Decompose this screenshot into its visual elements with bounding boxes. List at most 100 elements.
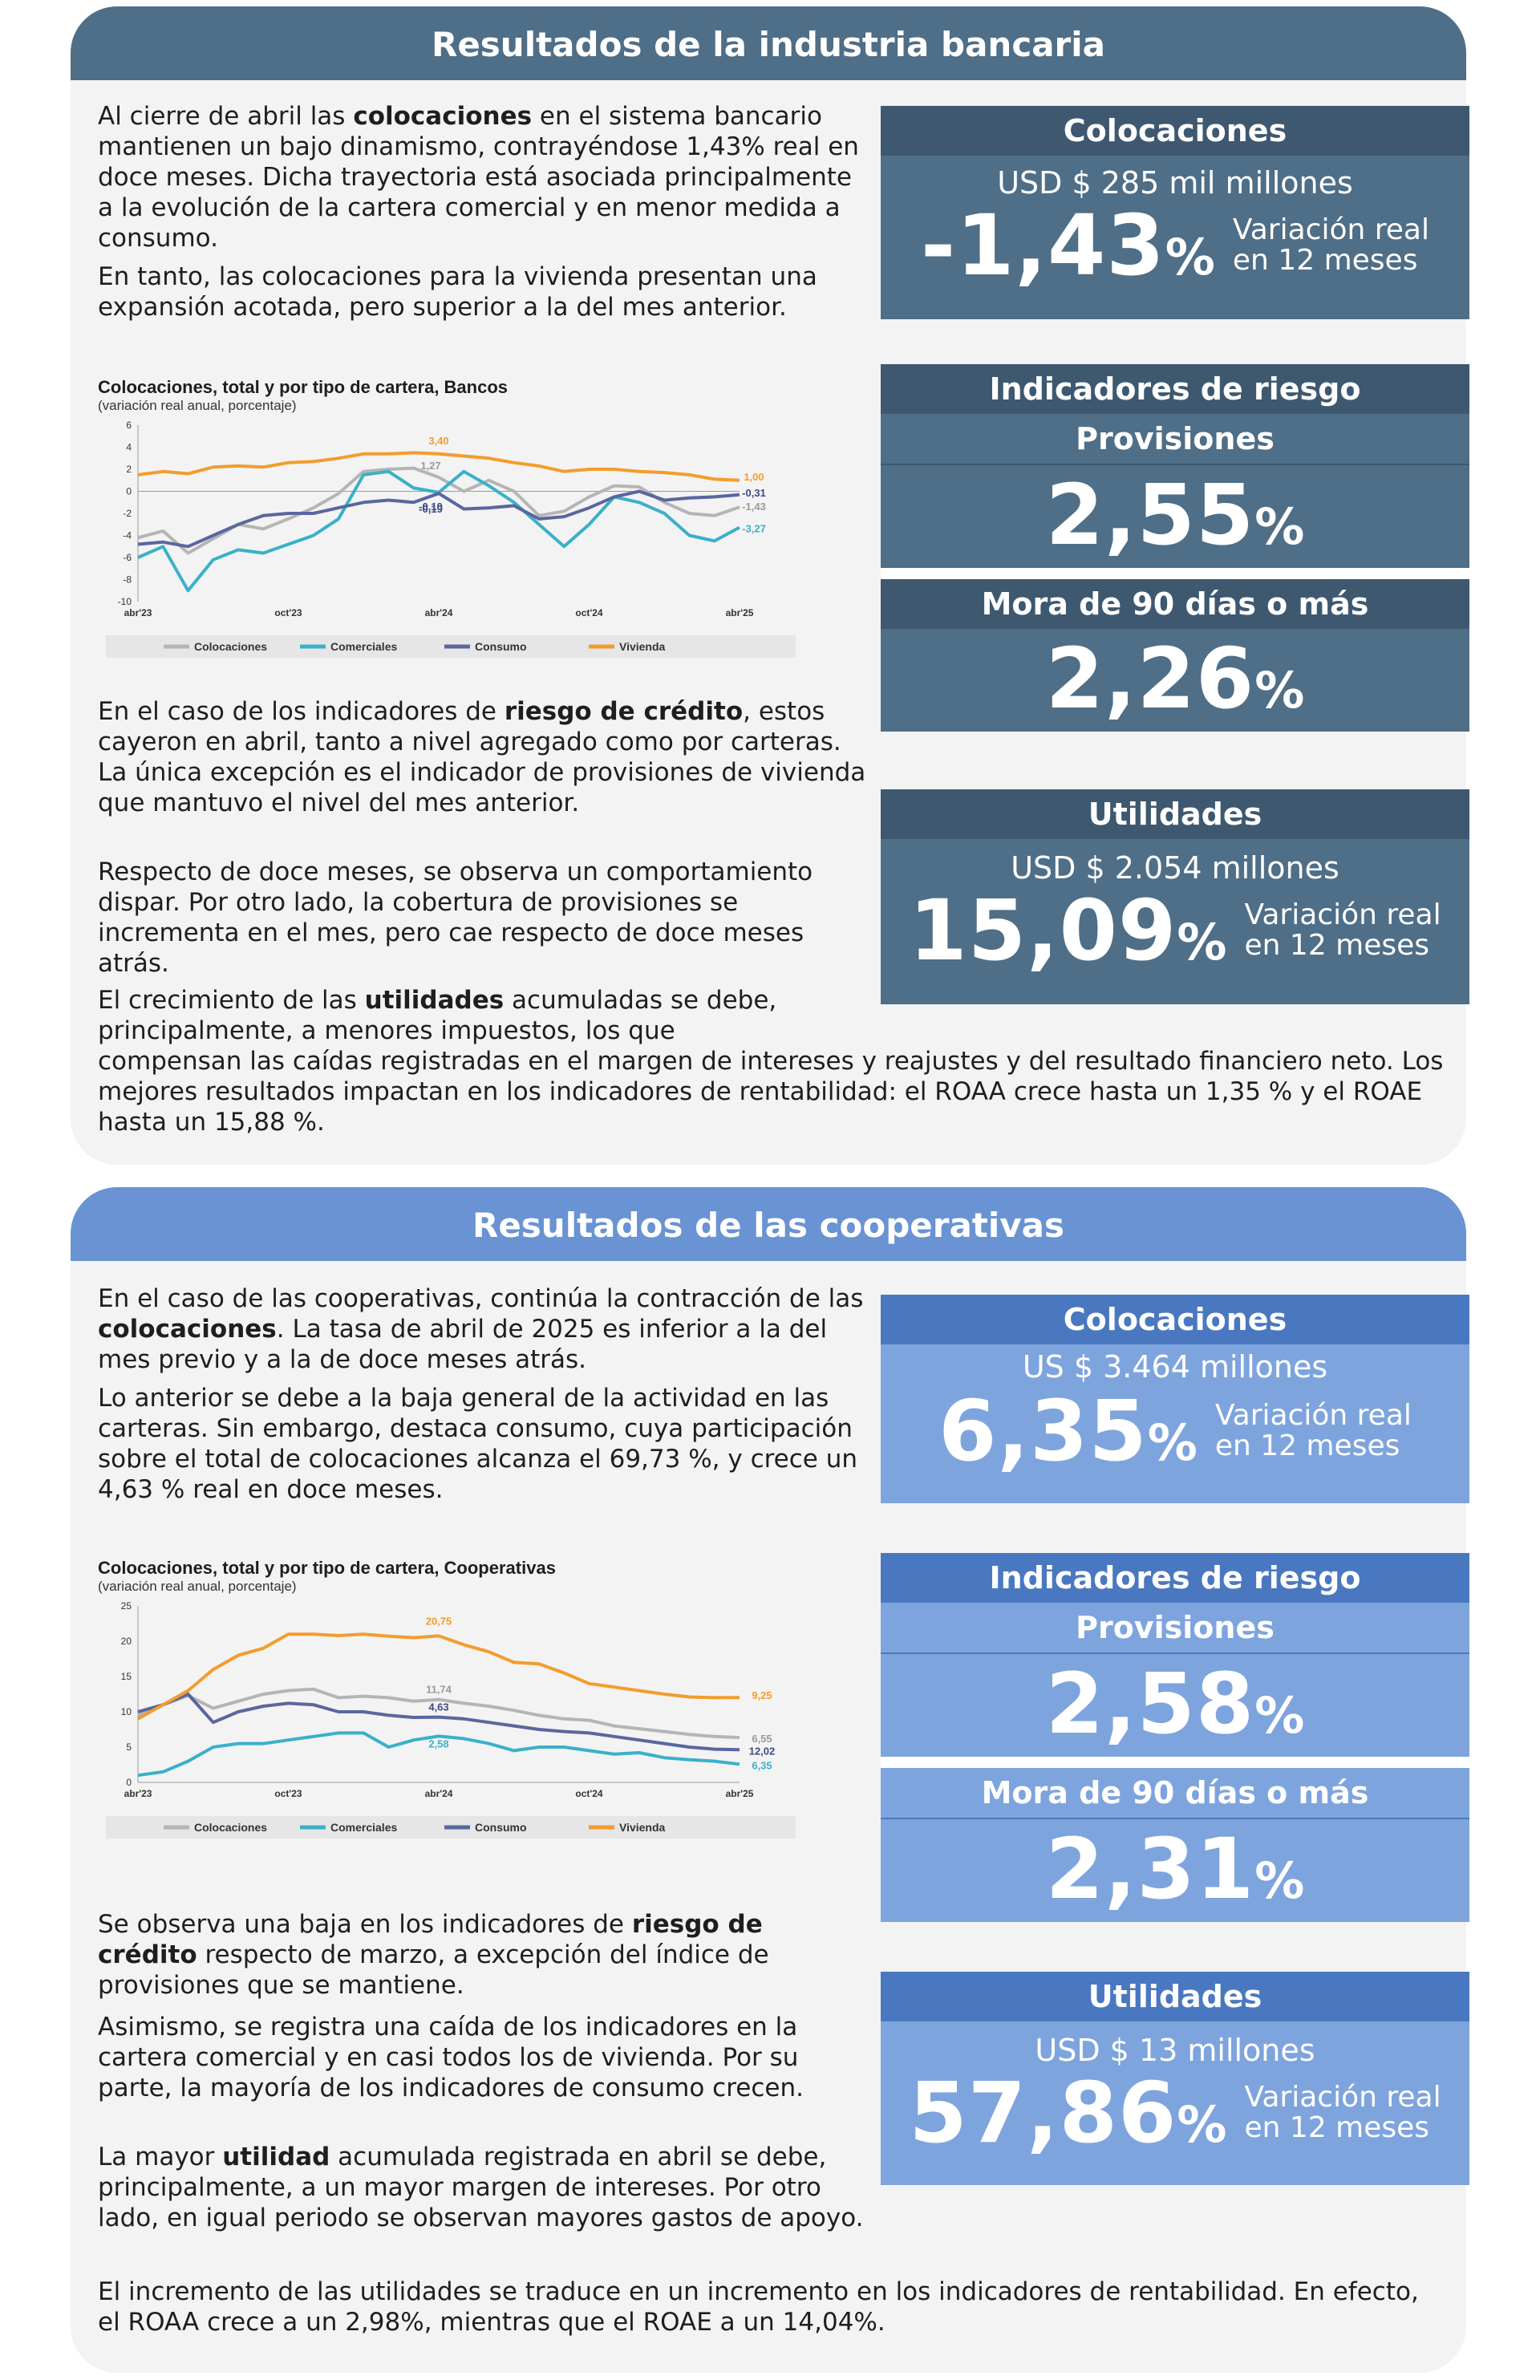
card-body: 2,55%	[881, 464, 1469, 568]
coop-paragraph-6: El incremento de las utilidades se tradu…	[98, 2277, 1419, 2337]
card-amount: USD $ 2.054 millones	[1011, 850, 1339, 886]
series-line-vivienda	[137, 1632, 740, 1721]
card-subtitle: Mora de 90 días o más	[881, 579, 1469, 629]
data-label: 3,40	[428, 435, 448, 447]
text-bold: riesgo de crédito	[98, 1910, 763, 1969]
legend-label: Consumo	[475, 1821, 527, 1834]
x-tick-label: abr'23	[124, 1788, 152, 1799]
data-label: -0,19	[419, 503, 443, 515]
chart-subtitle: (variación real anual, porcentaje)	[98, 398, 297, 413]
text-bold: riesgo de crédito	[504, 697, 744, 726]
card-pct: %	[1254, 1686, 1305, 1745]
card-subtitle: Mora de 90 días o más	[881, 1768, 1469, 1818]
x-tick-label: oct'24	[575, 607, 603, 618]
x-tick-label: oct'23	[274, 1788, 302, 1799]
note-line: Variación real	[1232, 213, 1429, 246]
note-line: en 12 meses	[1244, 929, 1430, 962]
card-colocaciones: Colocaciones USD $ 285 mil millones -1,4…	[881, 106, 1469, 319]
legend-label: Colocaciones	[194, 640, 267, 653]
note-line: Variación real	[1214, 1399, 1412, 1432]
card-utilidades: Utilidades USD $ 13 millones 57,86% Vari…	[881, 1972, 1469, 2185]
y-tick-label: 5	[126, 1741, 132, 1753]
data-label: 4,63	[428, 1701, 448, 1713]
bank-paragraph-5b: compensan las caídas registradas en el m…	[98, 1047, 1444, 1137]
card-pct: %	[1254, 1851, 1305, 1910]
bank-paragraph-5a: El crecimiento de las utilidades acumula…	[98, 985, 852, 1046]
card-title: Utilidades	[881, 789, 1469, 839]
card-pct: %	[1165, 228, 1215, 286]
data-label: -3,27	[742, 522, 766, 534]
text-bold: colocaciones	[353, 102, 533, 131]
card-body: 2,58%	[881, 1652, 1469, 1757]
card-body: USD $ 13 millones 57,86% Variación real e…	[881, 2021, 1469, 2185]
card-pct: %	[1254, 497, 1305, 556]
legend-label: Colocaciones	[194, 1821, 267, 1834]
card-subtitle: Provisiones	[881, 1603, 1469, 1652]
note-line: Variación real	[1244, 898, 1441, 931]
card-title: Colocaciones	[881, 1295, 1469, 1344]
note-line: Variación real	[1244, 2081, 1441, 2114]
coop-chart: Colocaciones, total y por tipo de carter…	[98, 1558, 820, 1863]
text: en el sistema bancario mantienen un bajo…	[98, 102, 859, 253]
card-colocaciones: Colocaciones US $ 3.464 millones 6,35% V…	[881, 1295, 1469, 1503]
card-utilidades: Utilidades USD $ 2.054 millones 15,09% V…	[881, 789, 1469, 1004]
data-label: 6,55	[752, 1733, 772, 1745]
card-note: Variación real en 12 meses	[1245, 2082, 1441, 2143]
text-bold: utilidades	[364, 986, 505, 1015]
y-tick-label: 25	[121, 1600, 132, 1612]
card-note: Variación real en 12 meses	[1215, 1401, 1412, 1462]
x-tick-label: abr'23	[124, 607, 152, 618]
data-label: -0,31	[742, 487, 766, 499]
coop-paragraph-5: La mayor utilidad acumulada registrada e…	[98, 2142, 868, 2233]
text-bold: utilidad	[222, 2143, 330, 2171]
card-body: USD $ 285 mil millones -1,43% Variación …	[881, 156, 1469, 319]
card-riesgo: Indicadores de riesgo Provisiones 2,58% …	[881, 1553, 1469, 1922]
series-line-consumo	[137, 1693, 740, 1752]
text: . La tasa de abril de 2025 es inferior a…	[98, 1315, 828, 1374]
card-title: Colocaciones	[881, 106, 1469, 156]
banking-section: Resultados de la industria bancaria Al c…	[71, 6, 1469, 1165]
legend-label: Comerciales	[330, 640, 397, 653]
y-tick-label: 0	[126, 486, 132, 497]
legend-label: Consumo	[475, 640, 527, 653]
coop-paragraph-3: Se observa una baja en los indicadores d…	[98, 1909, 868, 2001]
y-tick-label: -4	[123, 530, 132, 541]
legend-label: Comerciales	[330, 1821, 397, 1834]
card-body: 2,26%	[881, 629, 1469, 732]
card-subtitle: Provisiones	[881, 414, 1469, 464]
data-label: 9,25	[752, 1689, 772, 1701]
text: , estos cayeron en abril, tanto a nivel …	[98, 697, 866, 817]
card-pct: %	[1254, 661, 1305, 720]
y-tick-label: -10	[118, 596, 132, 607]
card-pct: %	[1177, 913, 1227, 971]
text: acumulada registrada en abril se debe, p…	[98, 2143, 864, 2232]
series-line-vivienda	[137, 451, 740, 482]
y-tick-label: 6	[126, 420, 132, 431]
card-riesgo: Indicadores de riesgo Provisiones 2,55% …	[881, 364, 1469, 732]
data-label: 11,74	[426, 1684, 452, 1696]
data-label: 1,00	[744, 471, 764, 483]
card-body: 2,31%	[881, 1818, 1469, 1922]
card-title: Indicadores de riesgo	[881, 1553, 1469, 1603]
x-tick-label: abr'25	[726, 1788, 754, 1799]
mora-value: 2,31	[1045, 1820, 1255, 1918]
card-title: Utilidades	[881, 1972, 1469, 2021]
card-amount: USD $ 285 mil millones	[997, 165, 1353, 201]
text: El crecimiento de las	[98, 986, 365, 1015]
card-value: -1,43	[921, 197, 1165, 294]
chart-subtitle: (variación real anual, porcentaje)	[98, 1579, 297, 1594]
text: respecto de marzo, a excepción del índic…	[98, 1940, 769, 2000]
data-label: 12,02	[749, 1745, 776, 1757]
y-tick-label: 2	[126, 464, 132, 475]
text: En el caso de las cooperativas, continúa…	[98, 1284, 864, 1313]
card-body: US $ 3.464 millones 6,35% Variación real…	[881, 1344, 1469, 1503]
text: Al cierre de abril las	[98, 102, 354, 131]
coop-paragraph-2: Lo anterior se debe a la baja general de…	[98, 1384, 858, 1504]
y-tick-label: 4	[126, 442, 132, 453]
section-title: Resultados de las cooperativas	[71, 1187, 1466, 1261]
y-tick-label: 10	[121, 1706, 132, 1717]
x-tick-label: abr'25	[726, 607, 754, 618]
data-label: 1,27	[420, 460, 440, 472]
data-label: 6,35	[752, 1759, 772, 1771]
